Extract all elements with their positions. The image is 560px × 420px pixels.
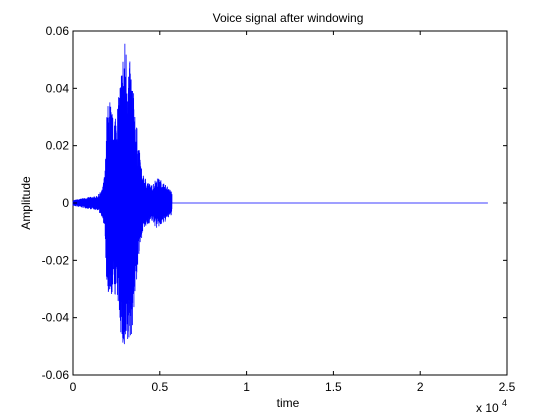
signal-series bbox=[72, 43, 488, 345]
x-axis-exponent: x 10 4 bbox=[476, 398, 507, 415]
y-tick-label: 0.06 bbox=[46, 24, 70, 38]
x-axis-exponent-base: x 10 bbox=[476, 401, 499, 415]
y-tick-label: 0.04 bbox=[46, 81, 70, 95]
x-tick-label: 0.5 bbox=[151, 380, 168, 394]
y-tick-label: -0.04 bbox=[42, 311, 70, 325]
chart-title: Voice signal after windowing bbox=[213, 11, 364, 25]
signal-line bbox=[72, 43, 488, 345]
x-tick-label: 1.5 bbox=[325, 380, 342, 394]
y-axis-label: Amplitude bbox=[19, 176, 33, 230]
x-tick-label: 1 bbox=[243, 380, 250, 394]
y-tick-label: -0.06 bbox=[42, 368, 70, 382]
x-axis-label: time bbox=[277, 396, 300, 410]
x-tick-label: 2 bbox=[417, 380, 424, 394]
x-axis-ticks: 0 0.5 1 1.5 2 2.5 bbox=[70, 31, 516, 394]
y-tick-label: 0 bbox=[62, 196, 69, 210]
x-tick-label: 0 bbox=[70, 380, 77, 394]
x-axis-exponent-power: 4 bbox=[502, 398, 507, 408]
y-tick-label: -0.02 bbox=[42, 253, 70, 267]
y-axis-ticks: -0.06 -0.04 -0.02 0 0.02 0.04 0.06 bbox=[42, 24, 507, 382]
x-tick-label: 2.5 bbox=[499, 380, 516, 394]
y-tick-label: 0.02 bbox=[46, 139, 70, 153]
